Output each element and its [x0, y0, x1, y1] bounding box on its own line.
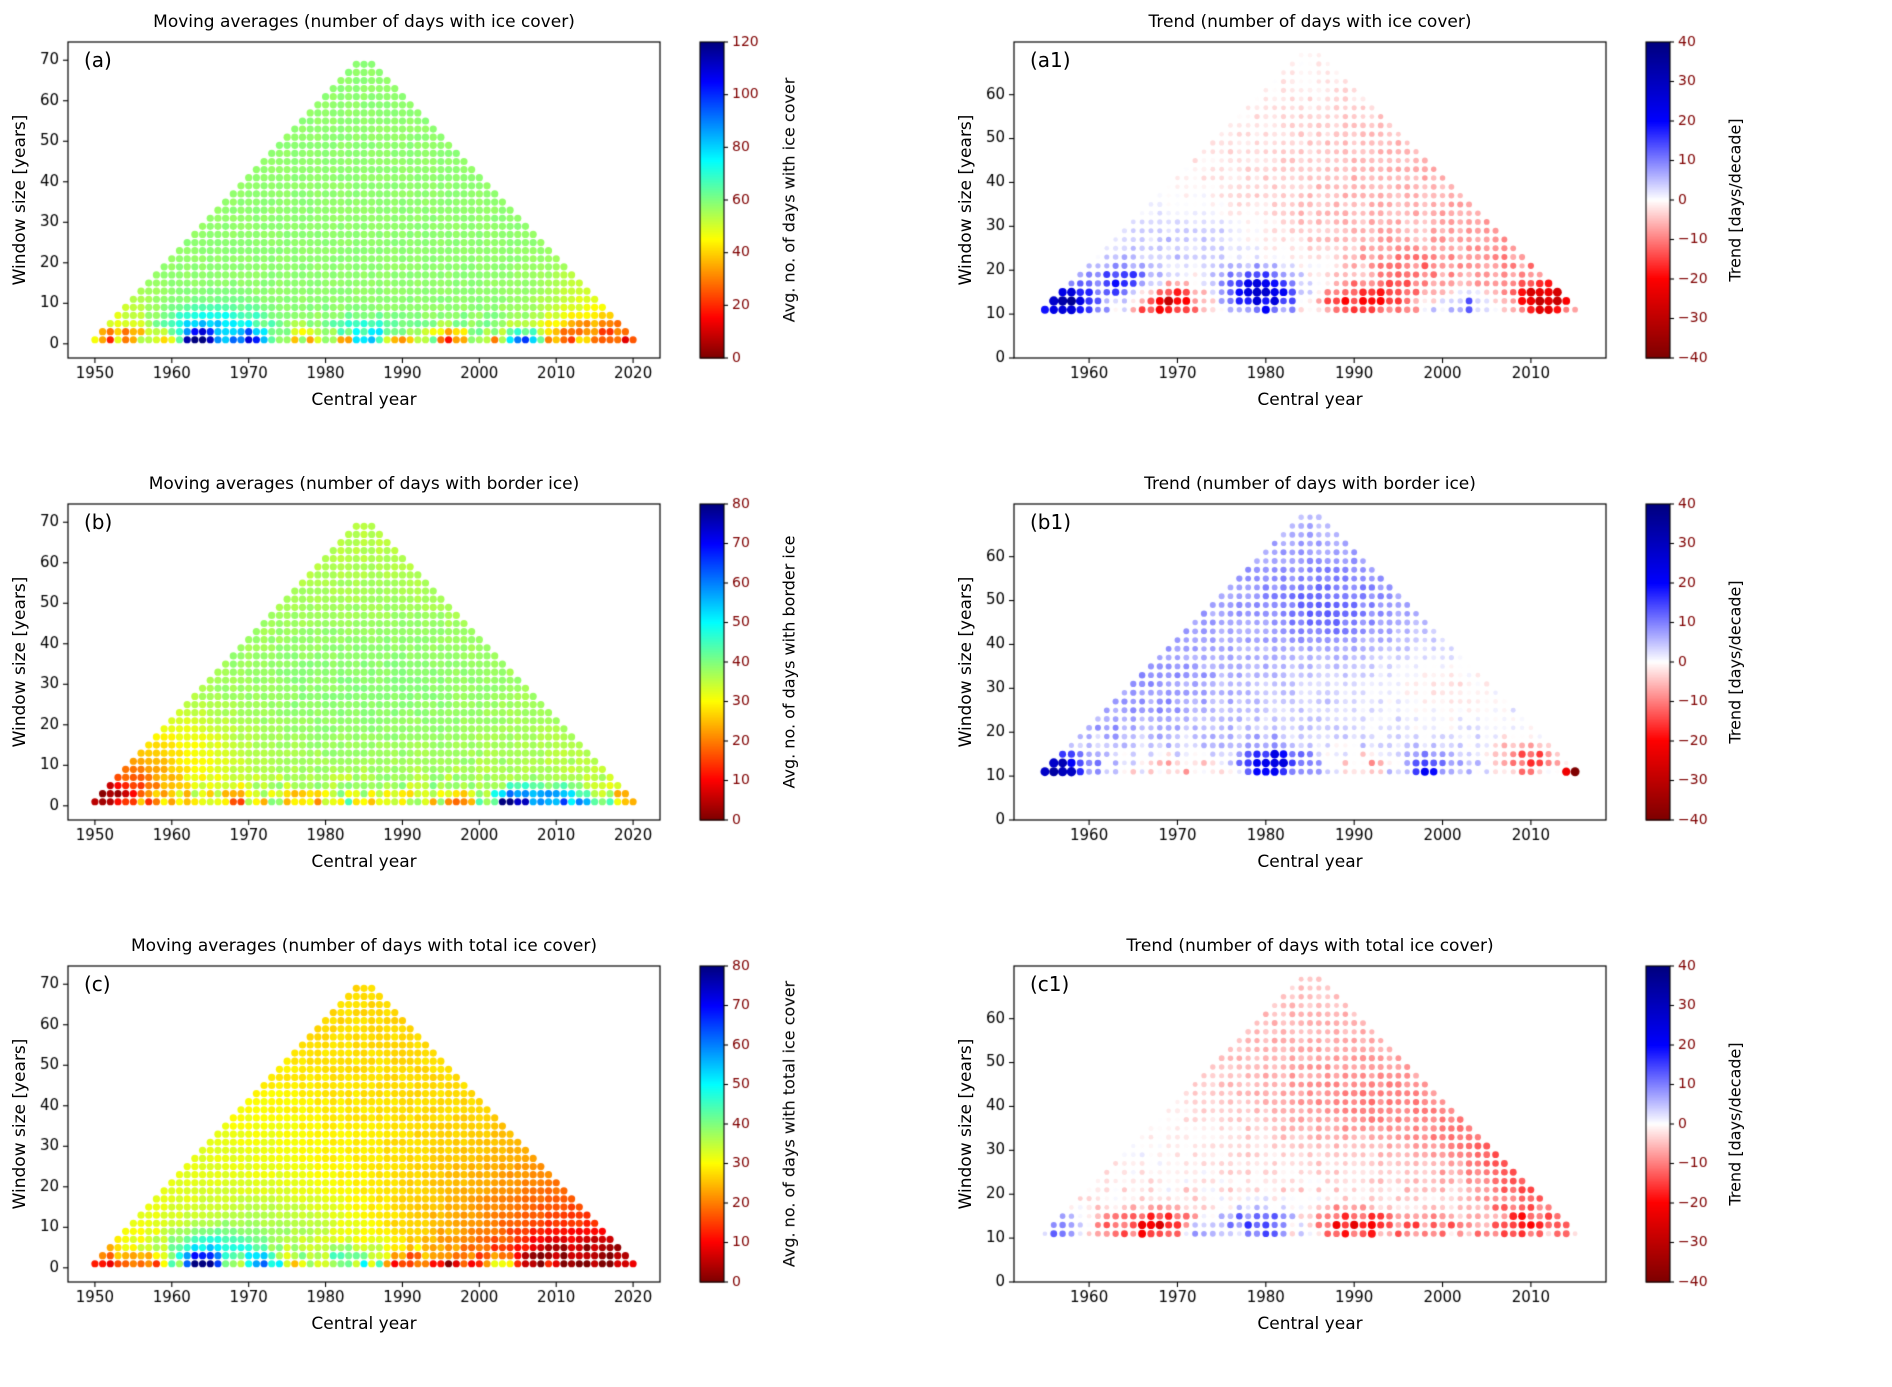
panel-a1-trend: Trend (number of days with ice cover) Ce…: [946, 0, 1892, 462]
y-axis-label: Window size [years]: [10, 114, 30, 286]
colorbar-label: Trend [days/decade]: [1725, 580, 1745, 744]
x-axis-label: Central year: [1257, 1314, 1363, 1334]
x-axis-label: Central year: [1257, 390, 1363, 410]
panel-a-moving-averages: Moving averages (number of days with ice…: [0, 0, 946, 462]
chart-canvas-b1: [946, 462, 1892, 924]
panel-title: Moving averages (number of days with tot…: [131, 936, 597, 956]
panel-title: Trend (number of days with border ice): [1144, 474, 1476, 494]
chart-canvas-c1: [946, 924, 1892, 1386]
x-axis-label: Central year: [311, 852, 417, 872]
colorbar-label: Avg. no. of days with border ice: [779, 535, 799, 789]
panel-letter: (a): [84, 48, 112, 72]
panel-letter: (c1): [1030, 972, 1070, 996]
y-axis-label: Window size [years]: [956, 114, 976, 286]
x-axis-label: Central year: [1257, 852, 1363, 872]
y-axis-label: Window size [years]: [10, 1038, 30, 1210]
panel-title: Moving averages (number of days with ice…: [153, 12, 575, 32]
panel-title: Trend (number of days with ice cover): [1148, 12, 1472, 32]
colorbar-label: Avg. no. of days with ice cover: [779, 77, 799, 323]
panel-letter: (b1): [1030, 510, 1072, 534]
x-axis-label: Central year: [311, 1314, 417, 1334]
panel-letter: (a1): [1030, 48, 1071, 72]
chart-canvas-b: [0, 462, 946, 924]
panel-b-moving-averages: Moving averages (number of days with bor…: [0, 462, 946, 924]
panel-c1-trend: Trend (number of days with total ice cov…: [946, 924, 1892, 1386]
colorbar-label: Trend [days/decade]: [1725, 118, 1745, 282]
panel-letter: (b): [84, 510, 113, 534]
panel-letter: (c): [84, 972, 111, 996]
panel-c-moving-averages: Moving averages (number of days with tot…: [0, 924, 946, 1386]
panel-title: Trend (number of days with total ice cov…: [1126, 936, 1494, 956]
y-axis-label: Window size [years]: [956, 1038, 976, 1210]
chart-canvas-a1: [946, 0, 1892, 462]
y-axis-label: Window size [years]: [956, 576, 976, 748]
chart-canvas-a: [0, 0, 946, 462]
chart-canvas-c: [0, 924, 946, 1386]
colorbar-label: Avg. no. of days with total ice cover: [779, 980, 799, 1268]
colorbar-label: Trend [days/decade]: [1725, 1042, 1745, 1206]
y-axis-label: Window size [years]: [10, 576, 30, 748]
panel-title: Moving averages (number of days with bor…: [148, 474, 580, 494]
panel-b1-trend: Trend (number of days with border ice) C…: [946, 462, 1892, 924]
x-axis-label: Central year: [311, 390, 417, 410]
